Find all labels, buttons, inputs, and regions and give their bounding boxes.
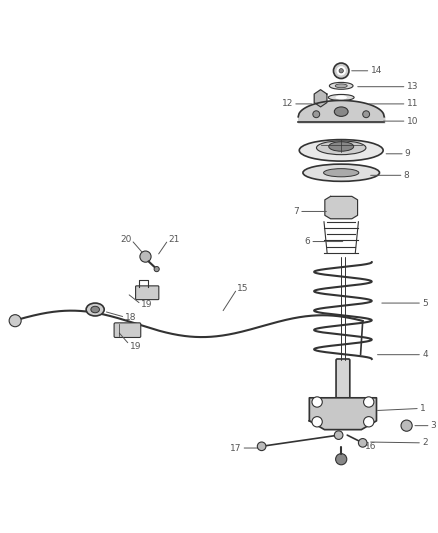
Text: 10: 10 <box>406 117 418 126</box>
Text: 19: 19 <box>141 300 153 309</box>
Text: 11: 11 <box>406 99 418 108</box>
Ellipse shape <box>335 84 347 88</box>
Ellipse shape <box>328 94 354 100</box>
Ellipse shape <box>334 107 348 116</box>
Ellipse shape <box>329 83 353 90</box>
Polygon shape <box>314 90 327 107</box>
FancyBboxPatch shape <box>336 359 350 419</box>
Circle shape <box>364 417 374 427</box>
Text: 9: 9 <box>405 149 410 158</box>
Text: 19: 19 <box>130 342 141 351</box>
Ellipse shape <box>303 164 379 181</box>
Ellipse shape <box>299 140 383 161</box>
Text: 3: 3 <box>431 421 436 430</box>
Text: 18: 18 <box>125 313 137 322</box>
Text: 1: 1 <box>420 404 426 413</box>
Text: 7: 7 <box>293 207 299 216</box>
Circle shape <box>333 63 349 78</box>
Circle shape <box>312 417 322 427</box>
Text: 13: 13 <box>406 82 418 91</box>
Circle shape <box>9 314 21 327</box>
Circle shape <box>140 251 151 262</box>
FancyBboxPatch shape <box>136 286 159 300</box>
Ellipse shape <box>91 306 99 313</box>
Ellipse shape <box>329 142 353 151</box>
Text: 16: 16 <box>365 442 376 451</box>
Text: 12: 12 <box>282 99 293 108</box>
Circle shape <box>339 69 343 73</box>
FancyBboxPatch shape <box>114 323 141 337</box>
Circle shape <box>312 397 322 407</box>
Circle shape <box>336 454 347 465</box>
Circle shape <box>313 111 320 118</box>
Text: 20: 20 <box>120 236 131 244</box>
Text: 5: 5 <box>422 298 428 308</box>
Polygon shape <box>325 196 357 219</box>
Text: 21: 21 <box>168 236 180 244</box>
Ellipse shape <box>324 168 359 177</box>
Circle shape <box>258 442 266 450</box>
Circle shape <box>337 67 346 75</box>
Ellipse shape <box>317 141 366 155</box>
Text: 4: 4 <box>422 350 427 359</box>
Text: 8: 8 <box>403 171 410 180</box>
Circle shape <box>363 111 370 118</box>
Text: 6: 6 <box>304 237 310 246</box>
Circle shape <box>401 420 412 431</box>
Text: 15: 15 <box>237 285 249 293</box>
Text: 14: 14 <box>371 66 382 75</box>
Text: 17: 17 <box>230 443 241 453</box>
Circle shape <box>364 397 374 407</box>
Polygon shape <box>309 398 377 430</box>
Ellipse shape <box>336 96 346 99</box>
Circle shape <box>358 439 367 447</box>
Circle shape <box>334 431 343 439</box>
Ellipse shape <box>86 303 104 316</box>
Text: 2: 2 <box>422 438 427 447</box>
Circle shape <box>154 266 159 272</box>
